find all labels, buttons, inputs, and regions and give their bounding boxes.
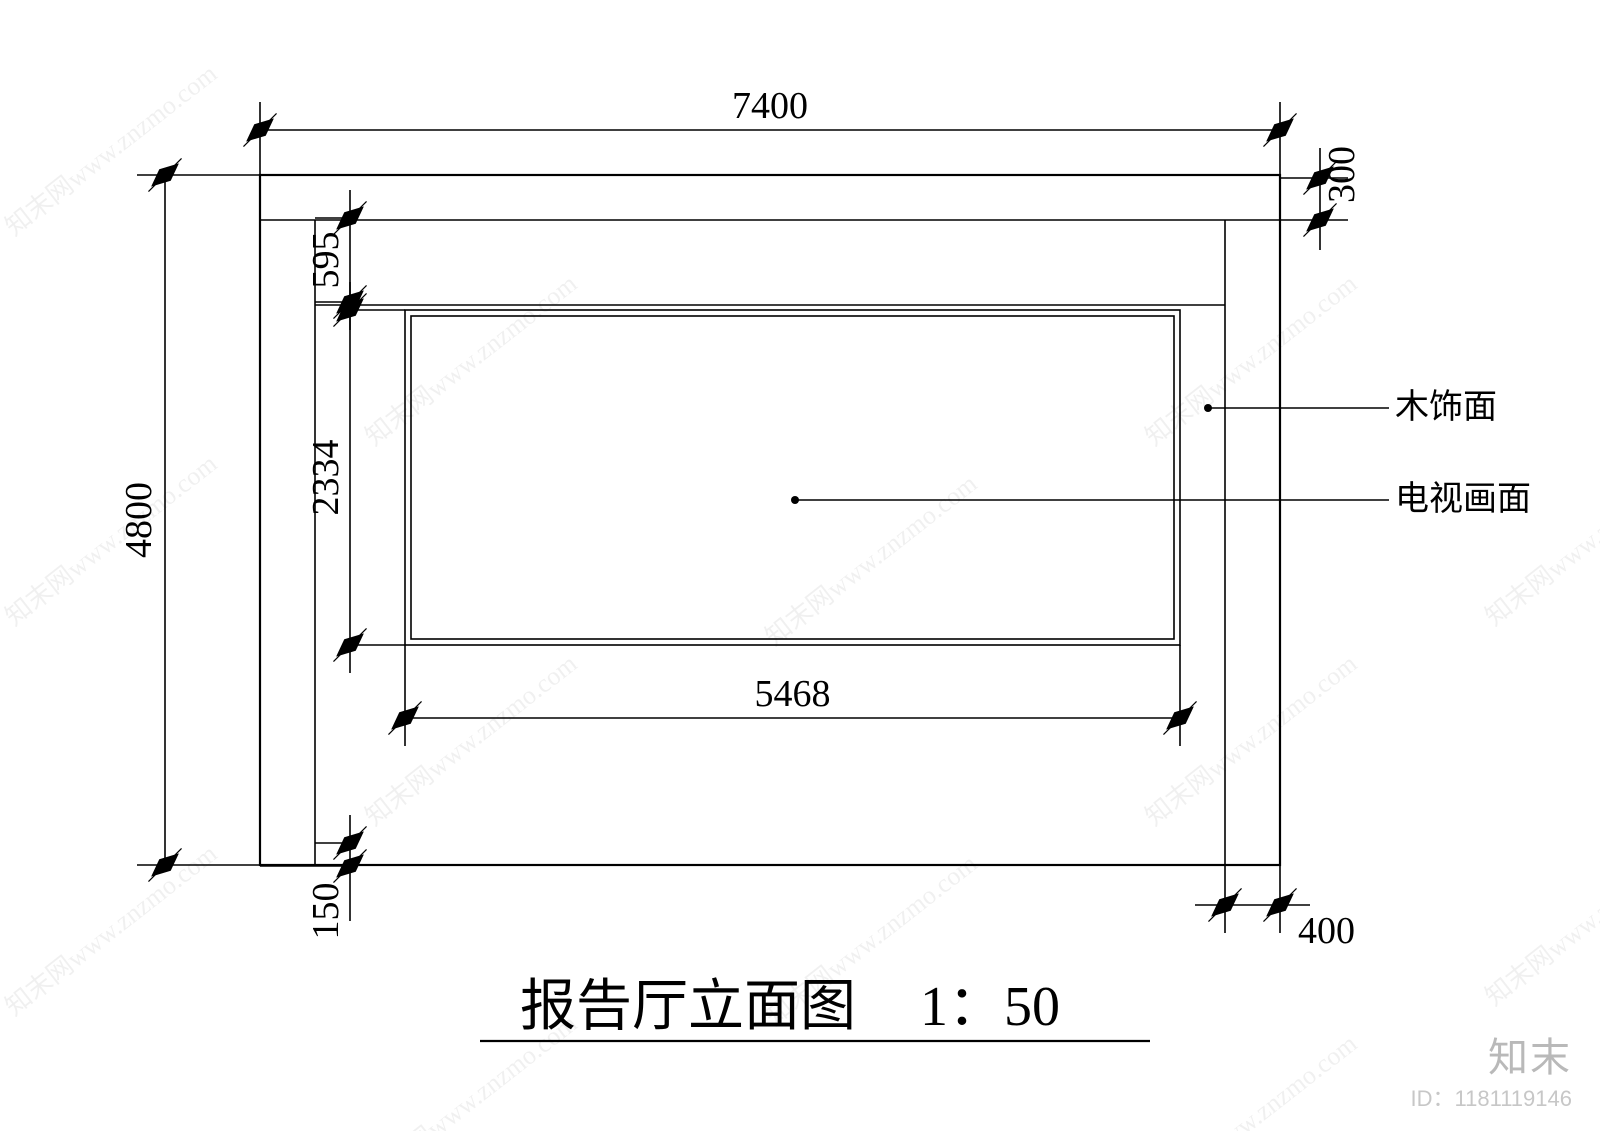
svg-text:5468: 5468 <box>755 673 831 715</box>
watermark-id: ID：1181119146 <box>1411 1081 1572 1113</box>
svg-text:400: 400 <box>1298 910 1355 952</box>
svg-text:木饰面: 木饰面 <box>1395 388 1497 426</box>
svg-text:1：50: 1：50 <box>920 976 1060 1038</box>
svg-text:300: 300 <box>1321 146 1363 203</box>
elevation-drawing: 7400480030040059523341505468木饰面电视画面报告厅立面… <box>0 0 1600 1131</box>
watermark-brand: 知末 <box>1488 1025 1572 1083</box>
svg-text:2334: 2334 <box>305 440 347 516</box>
svg-text:595: 595 <box>305 232 347 289</box>
svg-text:电视画面: 电视画面 <box>1395 480 1531 518</box>
svg-text:7400: 7400 <box>732 85 808 127</box>
svg-text:150: 150 <box>305 883 347 940</box>
